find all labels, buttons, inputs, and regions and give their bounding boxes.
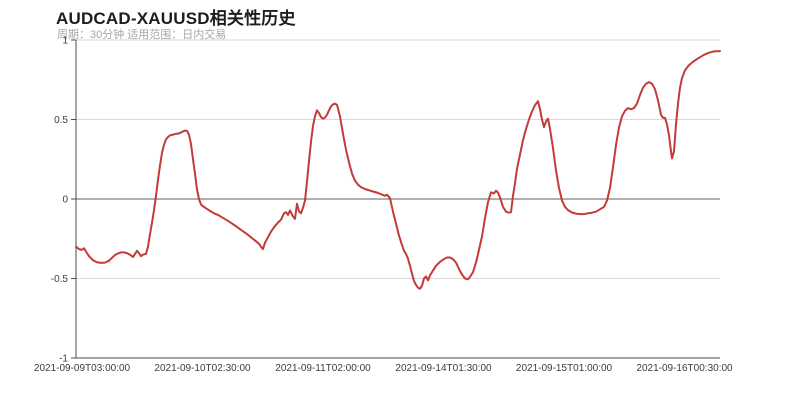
y-tick-label: 0 [62,195,68,206]
x-tick-label: 2021-09-14T01:30:00 [395,363,492,374]
x-tick-label: 2021-09-15T01:00:00 [516,363,613,374]
correlation-series-line [75,50,721,290]
chart-title: AUDCAD-XAUUSD相关性历史 [56,9,296,28]
x-tick-label: 2021-09-11T02:00:00 [275,363,371,374]
x-tick-label: 2021-09-16T00:30:00 [636,363,733,374]
y-tick-label: 1 [62,36,68,47]
chart-subtitle: 周期：30分钟 适用范围：日内交易 [57,29,227,41]
y-tick-label: -0.5 [51,274,69,285]
y-tick-label: 0.5 [54,115,68,126]
x-tick-label: 2021-09-09T03:00:00 [34,363,131,374]
y-tick-label: -1 [59,354,68,365]
x-tick-label: 2021-09-10T02:30:00 [154,363,251,374]
